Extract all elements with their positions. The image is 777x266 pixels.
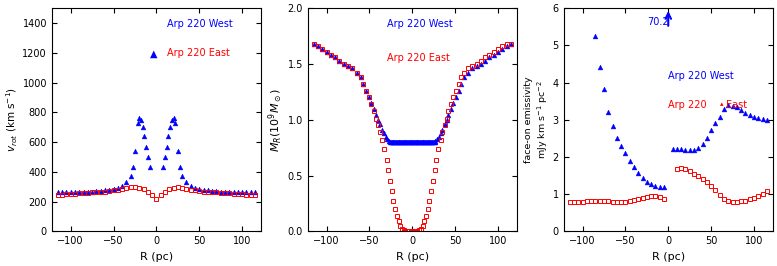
Text: Arp 220 West: Arp 220 West (668, 71, 734, 81)
Y-axis label: face-on emissivity
mJy km s$^{-1}$ pc$^{-2}$: face-on emissivity mJy km s$^{-1}$ pc$^{… (524, 77, 550, 163)
X-axis label: R (pc): R (pc) (395, 252, 429, 262)
Text: Arp 220 West: Arp 220 West (387, 19, 453, 29)
Y-axis label: $M_R(10^9M_\odot)$: $M_R(10^9M_\odot)$ (267, 88, 284, 152)
Text: Arp 220: Arp 220 (668, 100, 707, 110)
Text: Arp 220 East: Arp 220 East (167, 48, 230, 58)
Y-axis label: $v_{rot}$ (km s$^{-1}$): $v_{rot}$ (km s$^{-1}$) (4, 87, 19, 152)
Text: Arp 220 East: Arp 220 East (387, 53, 450, 63)
Text: ▴: ▴ (720, 101, 723, 107)
X-axis label: R (pc): R (pc) (140, 252, 173, 262)
X-axis label: R (pc): R (pc) (652, 252, 685, 262)
Text: East: East (726, 100, 747, 110)
Text: 70.2: 70.2 (647, 17, 669, 27)
Text: ▲: ▲ (150, 48, 158, 58)
Text: Arp 220 West: Arp 220 West (167, 19, 232, 29)
